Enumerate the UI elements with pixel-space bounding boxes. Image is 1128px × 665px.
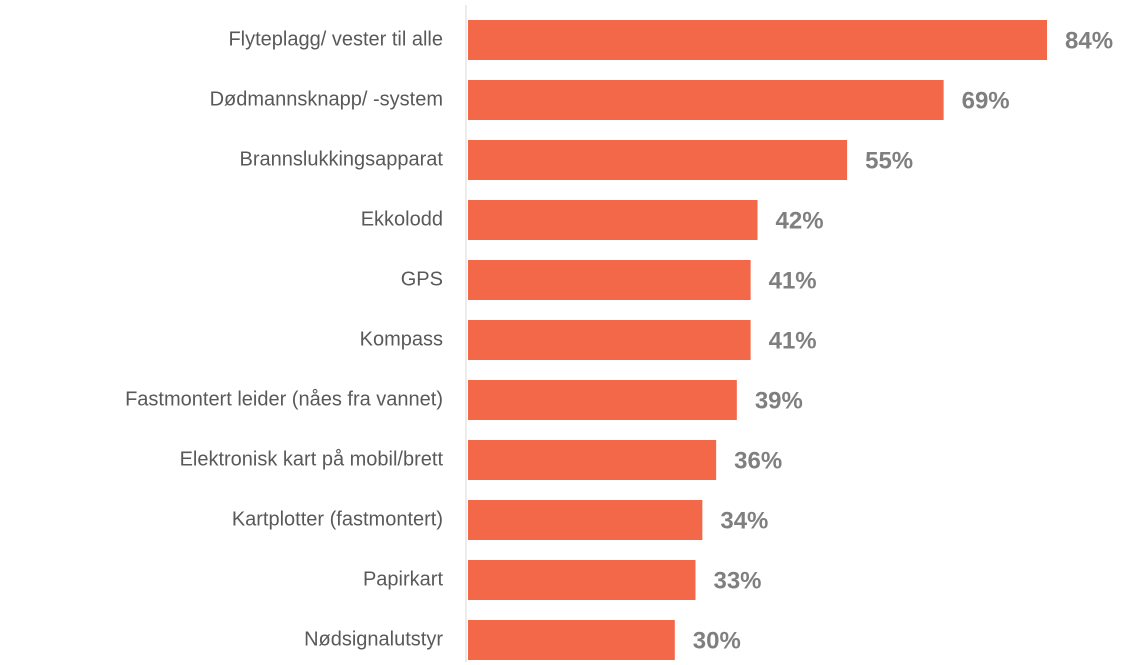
bar <box>468 440 717 480</box>
bar <box>468 140 848 180</box>
value-label: 36% <box>734 447 782 474</box>
category-label: Elektronisk kart på mobil/brett <box>180 448 444 470</box>
value-label: 30% <box>693 627 741 654</box>
bar <box>468 560 696 600</box>
value-label: 55% <box>865 147 913 174</box>
category-label: Kompass <box>360 328 443 350</box>
category-label: Fastmontert leider (nåes fra vannet) <box>125 388 443 410</box>
category-label: Brannslukkingsapparat <box>240 148 444 170</box>
bar <box>468 20 1048 60</box>
value-label: 34% <box>720 507 768 534</box>
bar <box>468 80 944 120</box>
category-label: Nødsignalutstyr <box>304 628 443 650</box>
category-label: Dødmannsknapp/ -system <box>210 88 443 110</box>
value-label: 39% <box>755 387 803 414</box>
value-label: 69% <box>962 87 1010 114</box>
category-label: Kartplotter (fastmontert) <box>232 508 443 530</box>
category-label: Papirkart <box>363 568 443 590</box>
bar <box>468 260 751 300</box>
category-label: Ekkolodd <box>361 208 443 230</box>
bar <box>468 320 751 360</box>
bar <box>468 380 737 420</box>
bar <box>468 200 758 240</box>
category-label: Flyteplagg/ vester til alle <box>228 28 443 50</box>
value-label: 42% <box>776 207 824 234</box>
category-label: GPS <box>401 268 443 290</box>
value-label: 84% <box>1065 27 1113 54</box>
value-label: 41% <box>769 267 817 294</box>
value-label: 41% <box>769 327 817 354</box>
bar <box>468 500 703 540</box>
value-label: 33% <box>713 567 761 594</box>
bar <box>468 620 675 660</box>
